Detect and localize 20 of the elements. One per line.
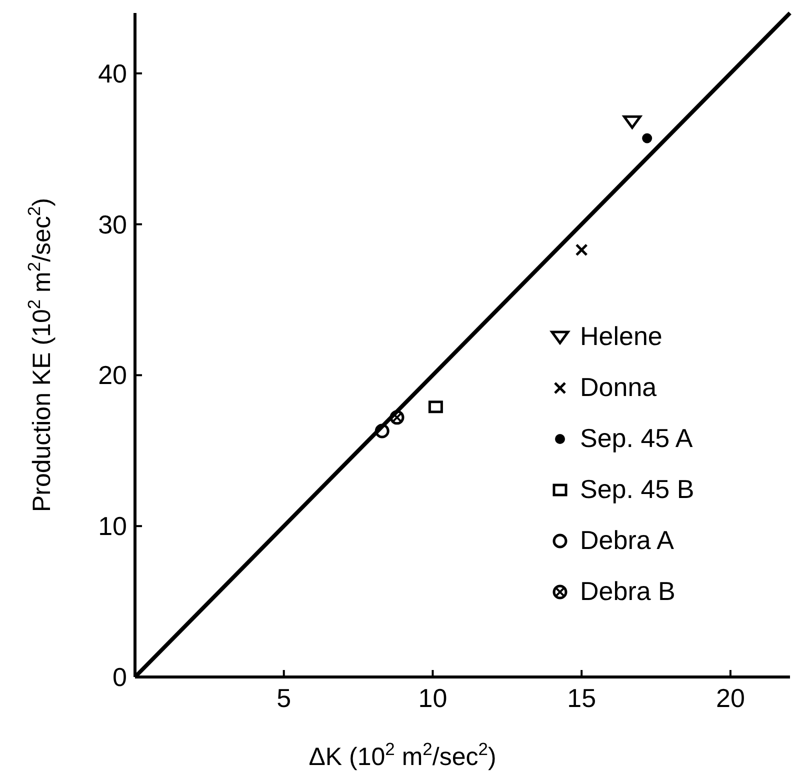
y-tick-label: 30 bbox=[98, 209, 127, 240]
point bbox=[428, 400, 443, 414]
x-tick-label: 15 bbox=[567, 683, 596, 713]
x-tick-label: 10 bbox=[418, 683, 448, 713]
y-tick-label: 20 bbox=[98, 360, 127, 390]
x-axis-title: ΔK (10$^{2}$ m$^{2}$/sec$^{2}$) bbox=[308, 739, 496, 771]
legend-label: Helene bbox=[580, 321, 662, 351]
point bbox=[575, 244, 588, 256]
point bbox=[642, 133, 652, 144]
legend-label: Sep. 45 B bbox=[580, 474, 694, 504]
point bbox=[622, 115, 642, 129]
x-tick-label: 5 bbox=[276, 683, 292, 713]
y-tick-label: 10 bbox=[98, 511, 127, 542]
x-tick-label: 20 bbox=[716, 683, 745, 713]
legend-label: Sep. 45 A bbox=[580, 423, 694, 453]
legend-label: Donna bbox=[580, 372, 658, 402]
y-tick-label: 0 bbox=[112, 662, 127, 692]
y-tick-label: 40 bbox=[98, 58, 127, 88]
legend-label: Debra A bbox=[580, 525, 675, 555]
legend-label: Debra B bbox=[580, 576, 676, 606]
